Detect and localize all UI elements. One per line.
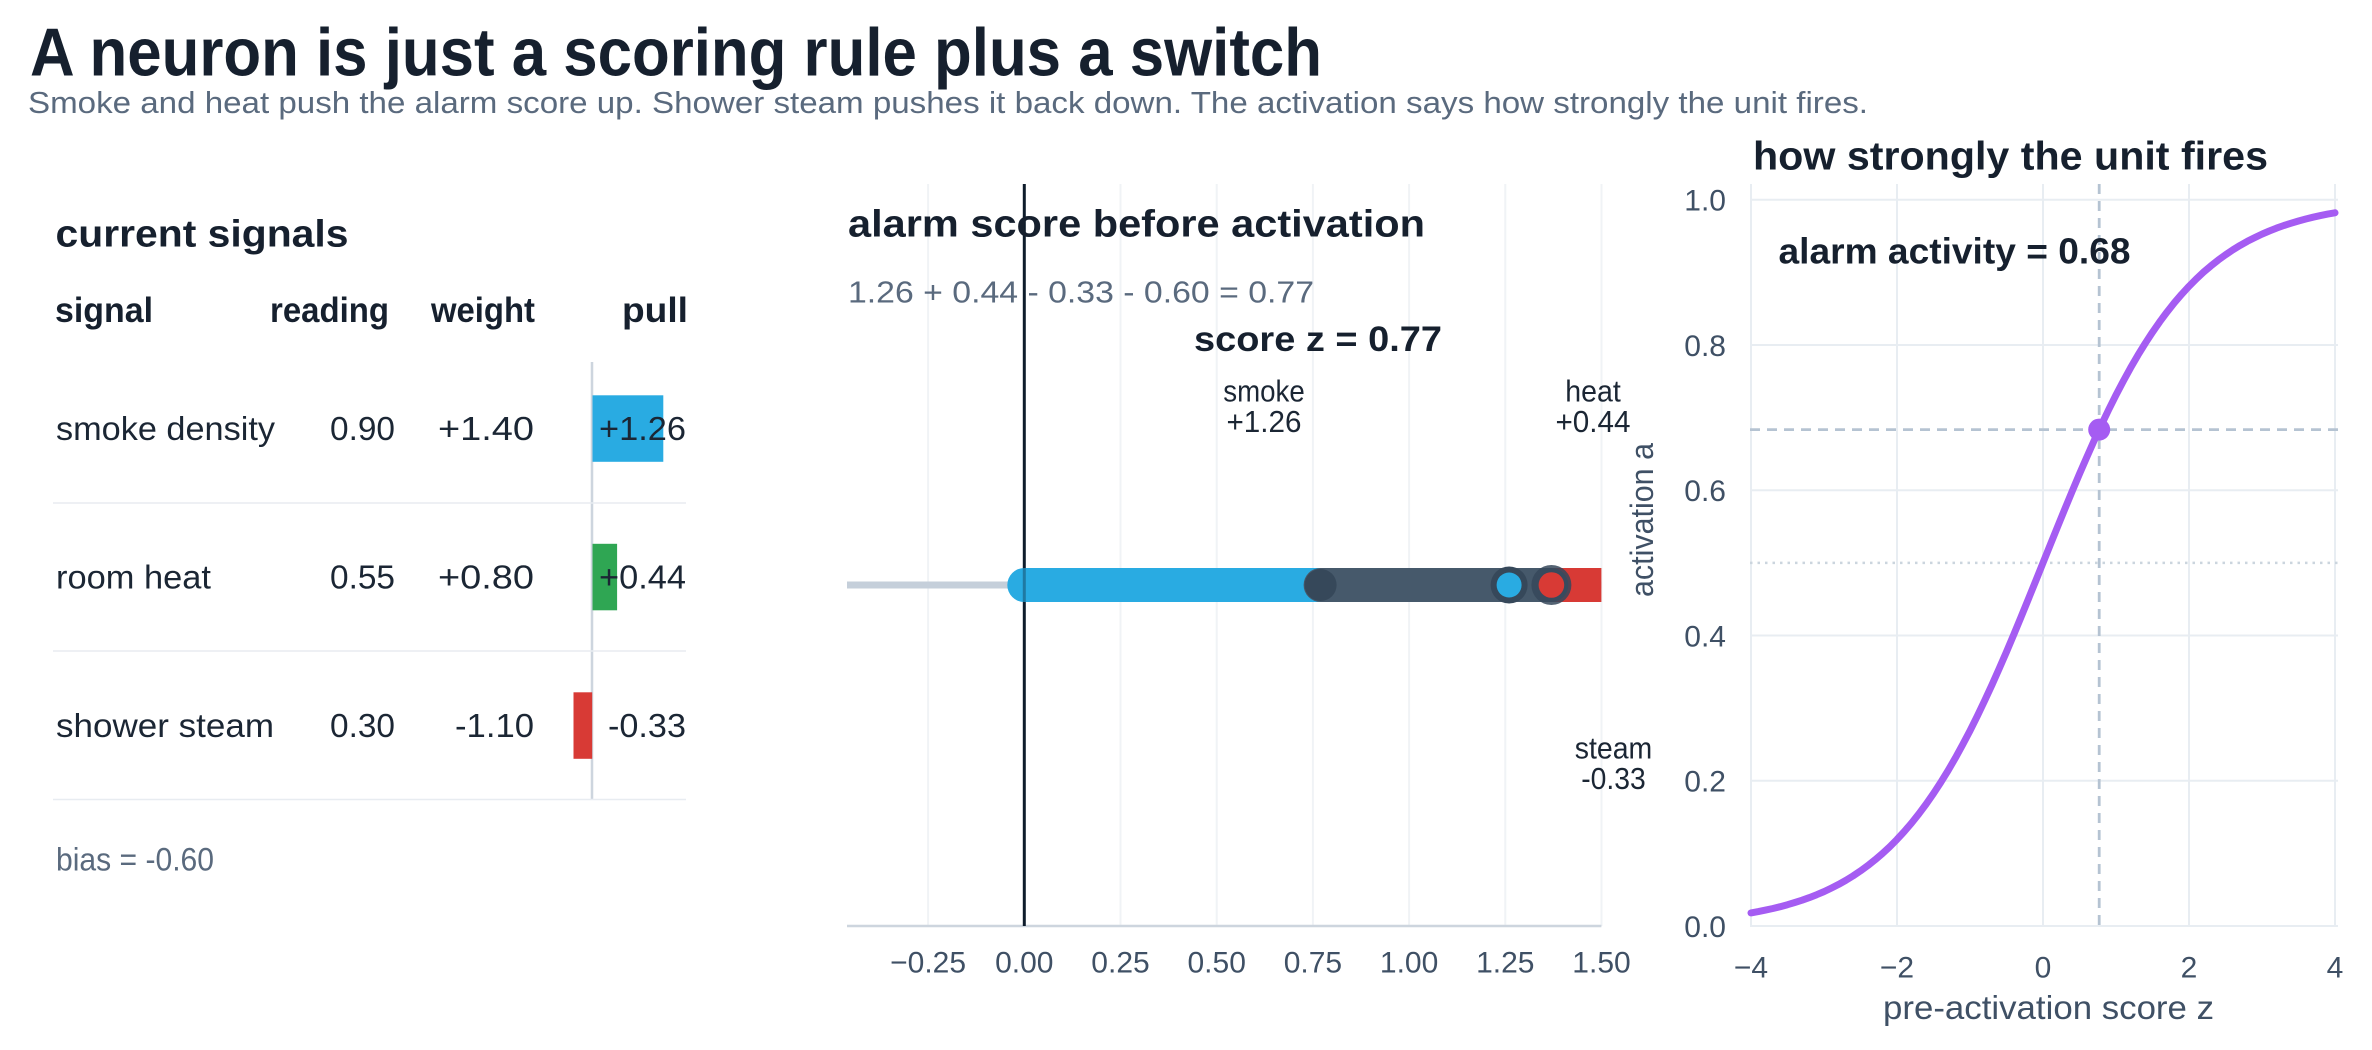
svg-text:score z = 0.77: score z = 0.77 — [1194, 319, 1442, 359]
svg-text:Smoke and heat push the alarm: Smoke and heat push the alarm score up. … — [28, 85, 1868, 120]
svg-text:−4: −4 — [1734, 952, 1768, 985]
svg-text:+0.44: +0.44 — [1556, 405, 1631, 439]
svg-text:0.90: 0.90 — [330, 410, 395, 447]
svg-text:heat: heat — [1565, 375, 1621, 409]
svg-text:alarm activity = 0.68: alarm activity = 0.68 — [1779, 231, 2131, 272]
svg-text:+0.80: +0.80 — [438, 559, 534, 596]
svg-text:+1.40: +1.40 — [438, 410, 534, 447]
svg-text:-1.10: -1.10 — [455, 707, 534, 744]
svg-text:current signals: current signals — [56, 214, 349, 256]
svg-text:-0.33: -0.33 — [1581, 762, 1646, 796]
svg-text:0.30: 0.30 — [330, 707, 395, 744]
svg-text:2: 2 — [2181, 952, 2198, 985]
svg-text:shower steam: shower steam — [56, 707, 274, 744]
svg-text:0.8: 0.8 — [1684, 330, 1726, 363]
svg-text:0.50: 0.50 — [1188, 947, 1246, 980]
svg-text:room heat: room heat — [56, 559, 211, 596]
svg-text:how strongly the unit fires: how strongly the unit fires — [1753, 135, 2268, 179]
svg-text:0.00: 0.00 — [995, 947, 1053, 980]
svg-text:0.0: 0.0 — [1684, 911, 1726, 944]
svg-text:1.00: 1.00 — [1380, 947, 1438, 980]
svg-text:smoke density: smoke density — [56, 410, 276, 447]
svg-text:0.6: 0.6 — [1684, 475, 1726, 508]
svg-text:1.26 + 0.44 - 0.33 - 0.60 = 0.: 1.26 + 0.44 - 0.33 - 0.60 = 0.77 — [848, 275, 1314, 309]
svg-text:+1.26: +1.26 — [1227, 405, 1302, 439]
svg-text:reading: reading — [270, 290, 389, 330]
svg-text:steam: steam — [1575, 731, 1653, 765]
svg-text:signal: signal — [55, 290, 153, 330]
svg-text:1.25: 1.25 — [1476, 947, 1534, 980]
svg-text:0: 0 — [2035, 952, 2052, 985]
svg-text:pull: pull — [622, 290, 688, 330]
svg-text:activation a: activation a — [1624, 443, 1660, 597]
svg-text:0.25: 0.25 — [1091, 947, 1149, 980]
svg-text:0.4: 0.4 — [1684, 620, 1726, 653]
svg-text:0.55: 0.55 — [330, 559, 395, 596]
svg-text:bias = -0.60: bias = -0.60 — [56, 842, 214, 878]
svg-text:pre-activation score z: pre-activation score z — [1883, 989, 2214, 1026]
svg-text:−0.25: −0.25 — [890, 947, 966, 980]
svg-text:+0.44: +0.44 — [599, 559, 686, 596]
svg-text:0.2: 0.2 — [1684, 766, 1726, 799]
svg-text:+1.26: +1.26 — [599, 410, 686, 447]
svg-text:-0.33: -0.33 — [608, 707, 686, 744]
svg-text:0.75: 0.75 — [1284, 947, 1342, 980]
svg-text:smoke: smoke — [1223, 375, 1305, 409]
svg-text:1.50: 1.50 — [1572, 947, 1630, 980]
svg-text:4: 4 — [2327, 952, 2344, 985]
svg-text:−2: −2 — [1880, 952, 1914, 985]
svg-text:A neuron is just a scoring rul: A neuron is just a scoring rule plus a s… — [30, 15, 1322, 91]
svg-text:1.0: 1.0 — [1684, 185, 1726, 218]
svg-text:weight: weight — [430, 290, 535, 330]
svg-text:alarm score before activation: alarm score before activation — [848, 204, 1425, 246]
